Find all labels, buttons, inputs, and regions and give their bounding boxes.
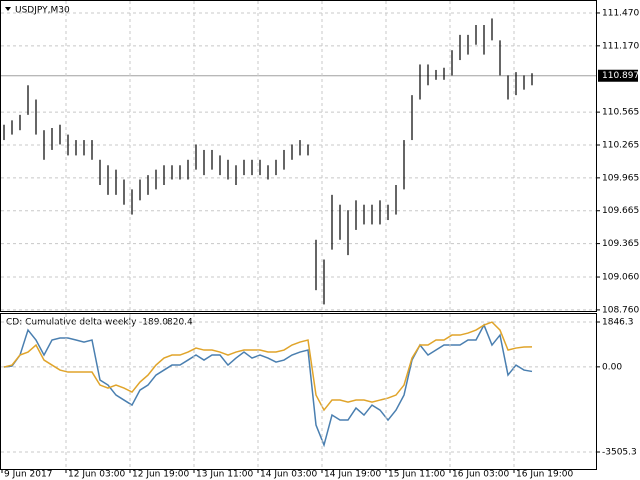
indicator-line [3, 323, 533, 448]
x-tick-label: 16 Jun 03:00 [452, 470, 509, 480]
indicator-title: CD: Cumulative delta weekly [6, 318, 137, 328]
x-tick-label: 9 Jun 2017 [4, 470, 52, 480]
x-tick-label: 14 Jun 03:00 [260, 470, 317, 480]
x-tick-label: 15 Jun 11:00 [388, 470, 445, 480]
indicator-value: 820.4 [167, 318, 193, 328]
main-pane [0, 0, 597, 312]
last-price-label: 110.897 [602, 71, 639, 81]
y-tick-label: 1846.3 [602, 318, 634, 328]
sub-pane [0, 313, 597, 470]
y-tick-label: -3505.3 [602, 448, 637, 458]
x-tick-label: 12 Jun 19:00 [132, 470, 189, 480]
indicator-line [3, 321, 533, 412]
y-tick-label: 110.265 [602, 140, 639, 150]
symbol-title: USDJPY,M30 [15, 6, 70, 16]
x-tick-label: 13 Jun 11:00 [196, 470, 253, 480]
y-tick-label: 109.060 [602, 273, 639, 283]
y-tick-label: 109.965 [602, 173, 639, 183]
y-tick-label: 111.170 [602, 41, 639, 51]
y-tick-label: 108.760 [602, 305, 639, 315]
y-tick-label: 110.565 [602, 108, 639, 118]
x-tick-label: 14 Jun 19:00 [324, 470, 381, 480]
y-tick-label: 109.365 [602, 239, 639, 249]
y-tick-label: 0.00 [602, 362, 622, 372]
x-tick-label: 16 Jun 19:00 [516, 470, 573, 480]
y-tick-label: 109.665 [602, 206, 639, 216]
last-price-box [598, 69, 638, 82]
x-tick-label: 12 Jun 03:00 [68, 470, 125, 480]
menu-arrow[interactable] [5, 7, 11, 11]
y-tick-label: 111.470 [602, 8, 639, 18]
